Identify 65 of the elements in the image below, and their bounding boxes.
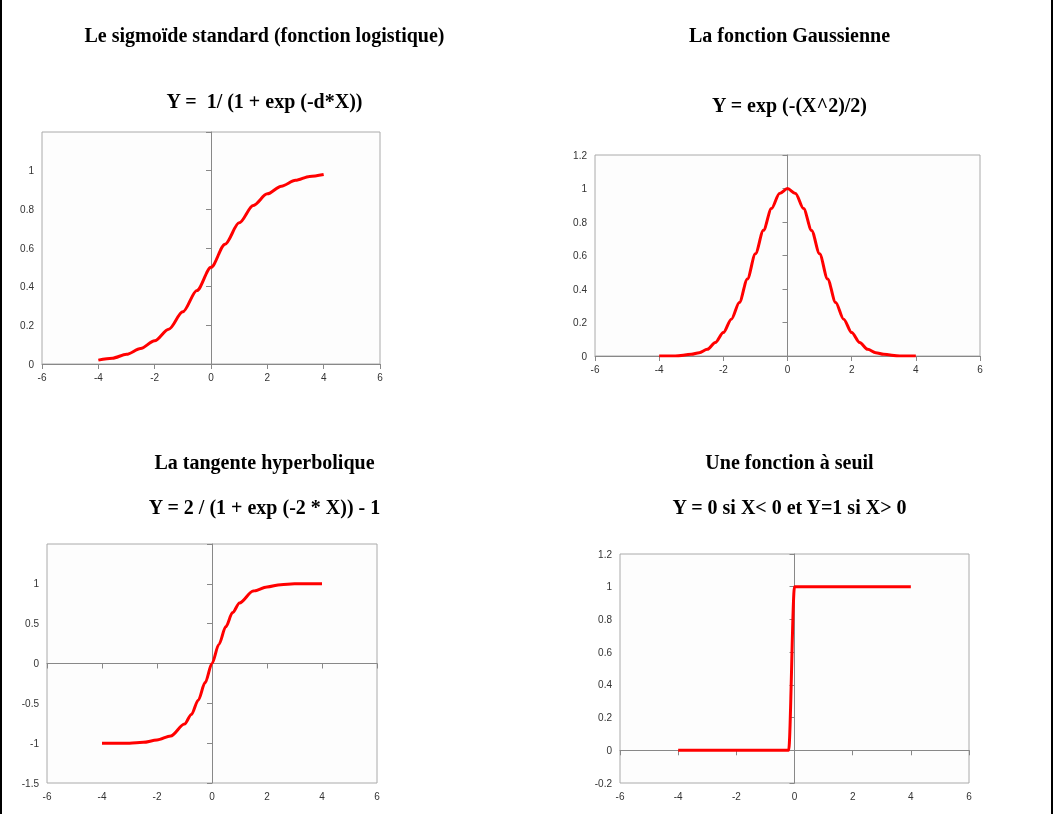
y-tick-label: 0.2	[598, 712, 613, 724]
y-tick-label: 0.8	[20, 203, 35, 215]
y-tick-label: 1.2	[573, 149, 588, 161]
x-tick-label: 0	[209, 790, 216, 802]
chart-subtitle: Y = 0 si X< 0 et Y=1 si X> 0	[672, 496, 907, 518]
y-tick-label: 1	[28, 165, 35, 177]
chart-subtitle: Y = exp (-(X^2)/2)	[711, 94, 868, 117]
y-tick-label: 0.2	[573, 317, 588, 328]
y-tick-label: 0.8	[598, 613, 613, 625]
y-tick-label: 0.6	[598, 646, 613, 658]
x-tick-label: 4	[319, 790, 326, 802]
x-tick-label: -4	[654, 363, 665, 375]
x-tick-label: -4	[93, 371, 104, 383]
x-tick-label: -4	[673, 790, 684, 802]
x-tick-label: 0	[784, 363, 791, 375]
x-tick-label: 6	[374, 790, 381, 802]
chart-title: Le sigmoïde standard (fonction logistique)	[84, 24, 445, 47]
line-series	[100, 582, 324, 745]
y-tick-label: 0.4	[598, 679, 613, 691]
y-tick-label: 1	[606, 581, 613, 593]
x-tick-label: -2	[731, 790, 742, 802]
x-tick-label: 6	[966, 790, 973, 802]
y-tick-label: 1.2	[598, 548, 613, 560]
y-tick-label: 0.5	[25, 618, 40, 630]
chart-subtitle: Y = 2 / (1 + exp (-2 * X)) - 1	[148, 496, 381, 519]
x-tick-label: -6	[42, 790, 52, 802]
chart-title: La tangente hyperbolique	[154, 451, 375, 474]
x-tick-label: 6	[377, 371, 384, 383]
x-tick-label: -6	[37, 371, 47, 383]
y-tick-label: 0.6	[573, 250, 588, 261]
x-tick-label: 2	[848, 363, 855, 375]
y-tick-label: 0.2	[20, 319, 35, 331]
x-tick-label: -2	[150, 371, 160, 383]
y-tick-label: 0	[581, 350, 588, 362]
y-tick-label: 0.4	[573, 283, 588, 295]
x-tick-label: 4	[320, 371, 327, 383]
x-tick-label: 0	[791, 790, 798, 802]
y-tick-label: -0.2	[594, 777, 613, 789]
x-tick-label: -4	[97, 790, 107, 802]
y-tick-label: 0.8	[573, 216, 588, 228]
x-tick-label: 6	[977, 363, 984, 375]
y-tick-label: 0.4	[20, 281, 35, 293]
x-tick-label: -2	[152, 790, 162, 802]
x-tick-label: 4	[908, 790, 915, 802]
x-tick-label: -2	[718, 363, 729, 375]
x-tick-label: 2	[264, 790, 271, 802]
y-tick-label: 0.6	[20, 242, 35, 254]
y-tick-label: 1	[581, 183, 588, 194]
chart-title: La fonction Gaussienne	[688, 24, 891, 46]
y-tick-label: 0	[33, 658, 40, 669]
y-tick-label: 0	[606, 744, 613, 756]
x-tick-label: -6	[615, 790, 625, 802]
chart-subtitle: Y = 1/ (1 + exp (-d*X))	[166, 90, 363, 113]
x-tick-label: 2	[849, 790, 856, 802]
line-series	[96, 173, 326, 362]
y-tick-label: 1	[33, 578, 40, 590]
line-series	[657, 187, 918, 358]
y-tick-label: -1.5	[21, 777, 40, 789]
x-tick-label: 0	[208, 371, 215, 383]
y-tick-label: -0.5	[21, 697, 40, 709]
x-tick-label: 2	[264, 371, 271, 383]
x-tick-label: 4	[913, 363, 920, 375]
y-tick-label: -1	[30, 737, 40, 749]
x-tick-label: -6	[590, 363, 600, 375]
chart-title: Une fonction à seuil	[705, 451, 875, 473]
